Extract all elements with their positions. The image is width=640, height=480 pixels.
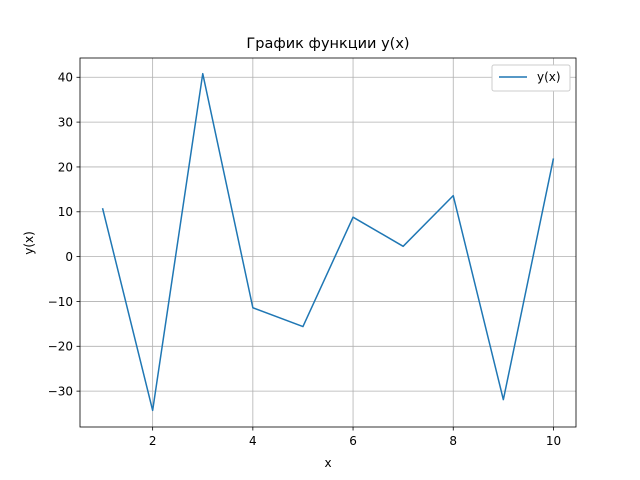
y-tick-label: 10 xyxy=(58,205,73,219)
grid xyxy=(80,58,576,427)
x-tick-label: 8 xyxy=(449,434,457,448)
chart-title: График функции y(x) xyxy=(246,36,409,52)
y-tick-label: −10 xyxy=(48,295,73,309)
legend-box xyxy=(491,64,571,92)
y-tick-label: −20 xyxy=(48,340,73,354)
ticks: 2 4 6 8 10 −30 −20 −10 0 10 20 30 40 xyxy=(48,71,561,448)
y-tick-label: 30 xyxy=(58,115,73,129)
axes-frame xyxy=(79,57,577,428)
series-line xyxy=(101,72,555,412)
y-tick-label: 20 xyxy=(58,160,73,174)
y-tick-label: 40 xyxy=(58,71,73,85)
series-layer xyxy=(101,72,555,412)
y-tick-label: −30 xyxy=(48,384,73,398)
x-axis-label: x xyxy=(324,456,331,470)
x-tick-label: 6 xyxy=(349,434,357,448)
x-tick-label: 10 xyxy=(546,434,561,448)
x-tick-label: 4 xyxy=(249,434,257,448)
y-axis-label: y(x) xyxy=(22,231,36,255)
legend: y(x) xyxy=(491,64,571,92)
legend-label: y(x) xyxy=(537,70,561,84)
x-tick-label: 2 xyxy=(149,434,157,448)
y-tick-label: 0 xyxy=(65,250,73,264)
